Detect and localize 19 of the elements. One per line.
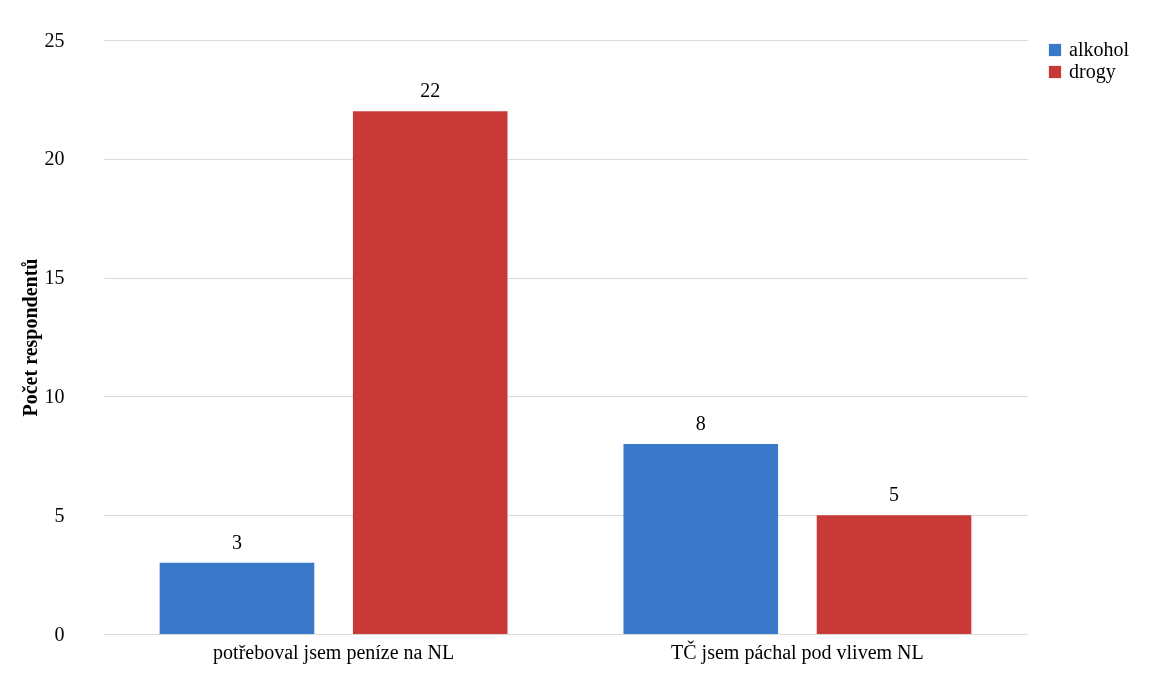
y-tick-label: 5 [54, 503, 65, 526]
data-label: 8 [695, 411, 706, 434]
y-tick-label: 25 [44, 28, 65, 51]
bar [623, 443, 779, 634]
bar [352, 111, 508, 634]
data-label: 5 [889, 483, 900, 506]
x-tick-label: TČ jsem páchal pod vlivem NL [671, 639, 924, 664]
y-tick-label: 10 [44, 384, 65, 407]
data-label: 3 [231, 530, 242, 553]
legend-label: drogy [1069, 60, 1116, 83]
legend-label: alkohol [1069, 38, 1130, 60]
data-label: 22 [420, 79, 441, 102]
x-tick-label: potřeboval jsem peníze na NL [213, 640, 455, 664]
y-tick-label: 20 [44, 147, 65, 170]
y-axis-title: Počet respondentů [18, 258, 42, 417]
y-tick-label: 0 [54, 622, 65, 645]
y-tick-label: 15 [44, 266, 65, 289]
bar [159, 562, 315, 634]
bar [816, 515, 972, 634]
